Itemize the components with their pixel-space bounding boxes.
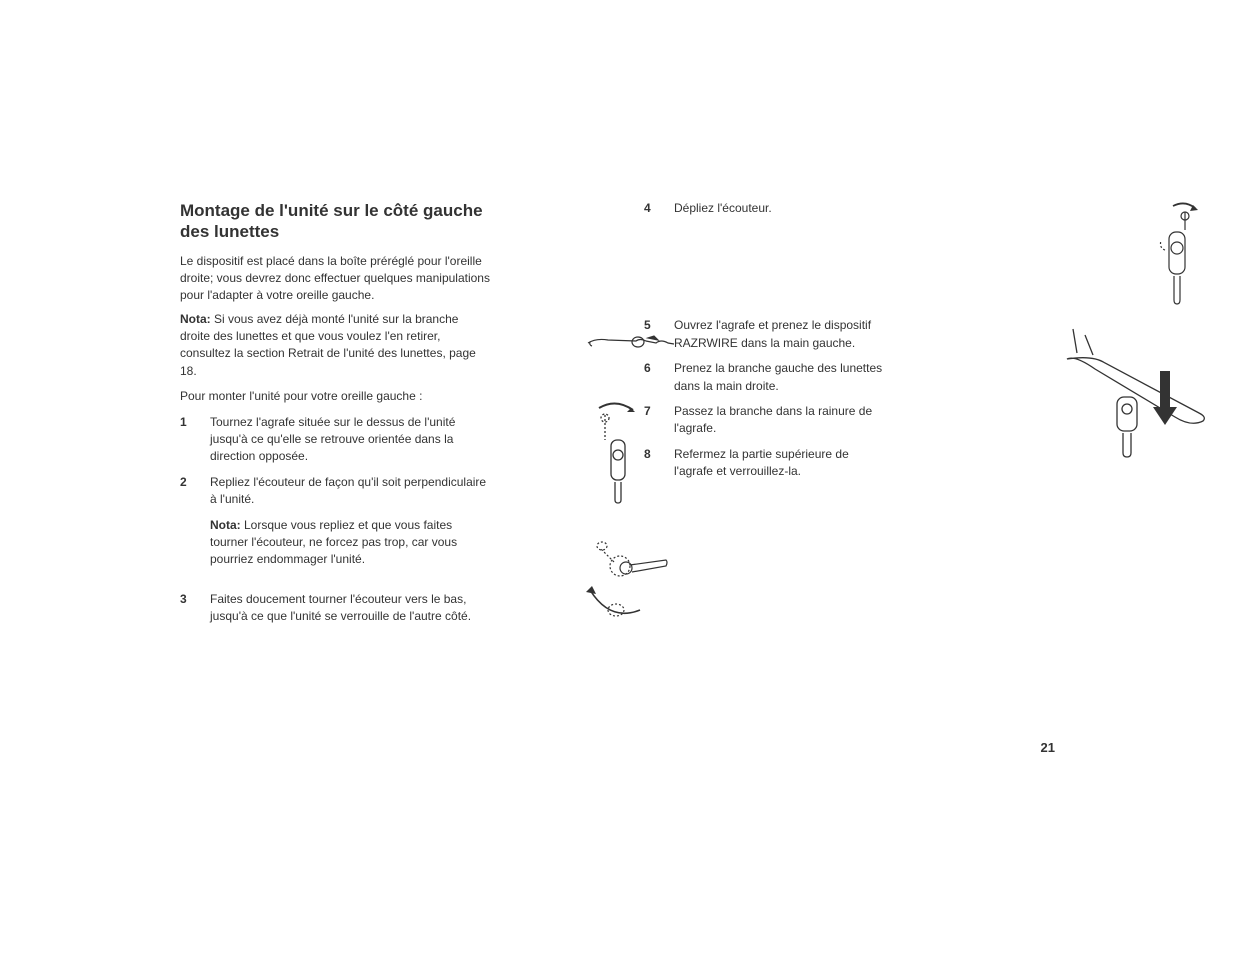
unfold-icon <box>1155 200 1205 310</box>
note-text: Lorsque vous repliez et que vous faites … <box>210 518 457 567</box>
step-list-right-2: 5 Ouvrez l'agrafe et prenez le dispositi… <box>644 317 884 480</box>
fold-icon <box>591 400 646 505</box>
step-list-2: 3 Faites doucement tourner l'écouteur ve… <box>180 591 490 626</box>
right-column: 4 Dépliez l'écouteur. 5 Ouvrez l'agrafe … <box>644 200 1050 634</box>
step-item: 7 Passez la branche dans la rainure de l… <box>644 403 884 438</box>
step-number: 8 <box>644 446 656 481</box>
page-spread: Montage de l'unité sur le côté gauche de… <box>180 200 1050 634</box>
note-text: Si vous avez déjà monté l'unité sur la b… <box>180 312 476 378</box>
step-number: 7 <box>644 403 656 438</box>
clip-arm-icon <box>1065 325 1210 475</box>
step-text: Passez la branche dans la rainure de l'a… <box>674 403 884 438</box>
step-text: Dépliez l'écouteur. <box>674 200 884 217</box>
step-text: Refermez la partie supérieure de l'agraf… <box>674 446 884 481</box>
left-column: Montage de l'unité sur le côté gauche de… <box>180 200 586 634</box>
step-number: 6 <box>644 360 656 395</box>
step-text: Prenez la branche gauche des lunettes da… <box>674 360 884 395</box>
step-number: 3 <box>180 591 192 626</box>
step-item: 5 Ouvrez l'agrafe et prenez le dispositi… <box>644 317 884 352</box>
step-number: 2 <box>180 474 192 569</box>
note-label: Nota: <box>210 518 241 532</box>
lead-in: Pour monter l'unité pour votre oreille g… <box>180 388 490 405</box>
step-list-1: 1 Tournez l'agrafe située sur le dessus … <box>180 414 490 569</box>
step-text-inner: Repliez l'écouteur de façon qu'il soit p… <box>210 475 486 506</box>
step-text: Faites doucement tourner l'écouteur vers… <box>210 591 490 626</box>
step-item: 2 Repliez l'écouteur de façon qu'il soit… <box>180 474 490 569</box>
step-item: 3 Faites doucement tourner l'écouteur ve… <box>180 591 490 626</box>
step-text: Repliez l'écouteur de façon qu'il soit p… <box>210 474 490 569</box>
step-number: 1 <box>180 414 192 466</box>
step-number: 5 <box>644 317 656 352</box>
step-item: 6 Prenez la branche gauche des lunettes … <box>644 360 884 395</box>
inline-note: Nota: Lorsque vous repliez et que vous f… <box>210 517 490 569</box>
note-para: Nota: Si vous avez déjà monté l'unité su… <box>180 311 490 381</box>
step-text: Ouvrez l'agrafe et prenez le dispositif … <box>674 317 884 352</box>
step-number: 4 <box>644 200 656 217</box>
step-item: 8 Refermez la partie supérieure de l'agr… <box>644 446 884 481</box>
intro-para: Le dispositif est placé dans la boîte pr… <box>180 253 490 305</box>
figure-clip-arm <box>1065 325 1210 475</box>
figure-unfold <box>1155 200 1205 310</box>
note-label: Nota: <box>180 312 211 326</box>
step-item: 1 Tournez l'agrafe située sur le dessus … <box>180 414 490 466</box>
step-list-right: 4 Dépliez l'écouteur. <box>644 200 884 217</box>
step-text: Tournez l'agrafe située sur le dessus de… <box>210 414 490 466</box>
step-item: 4 Dépliez l'écouteur. <box>644 200 884 217</box>
left-text: Montage de l'unité sur le côté gauche de… <box>180 200 490 626</box>
right-text: 4 Dépliez l'écouteur. 5 Ouvrez l'agrafe … <box>644 200 884 481</box>
page-number: 21 <box>1041 740 1055 755</box>
section-heading: Montage de l'unité sur le côté gauche de… <box>180 200 490 243</box>
figure-fold-earpiece <box>591 400 646 505</box>
